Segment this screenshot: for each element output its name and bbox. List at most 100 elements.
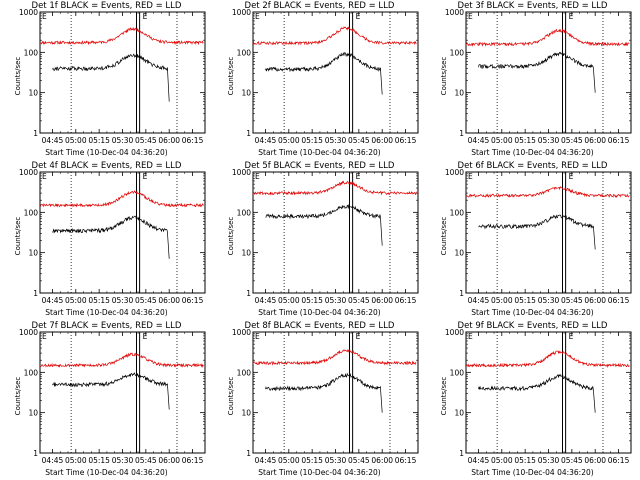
x-tick-label: 05:30 (112, 456, 134, 465)
events-series-line (478, 51, 596, 93)
flag-label-right: E (143, 172, 148, 181)
y-tick-label: 1000 (232, 328, 251, 337)
events-series-line (52, 372, 170, 410)
plot-frame (39, 331, 206, 454)
x-tick-label: 05:00 (65, 296, 87, 305)
panel-plot: 1 10 100 1000 04:45 05:00 05:15 05:30 05:45 06:00… (232, 168, 419, 305)
events-series-line (265, 204, 383, 246)
y-tick-label: 1 (246, 289, 251, 298)
x-tick-label: 05:45 (561, 456, 583, 465)
x-tick-label: 06:00 (371, 136, 393, 145)
panel-title: Det 3f BLACK = Events, RED = LLD (457, 1, 608, 11)
x-tick-label: 05:45 (561, 296, 583, 305)
x-tick-label: 05:15 (514, 456, 536, 465)
x-tick-label: 06:15 (608, 456, 630, 465)
panel-plot: 1 10 100 1000 04:45 05:00 05:15 05:30 05:45 06:00… (19, 8, 206, 145)
panel-plot: 1 10 100 1000 04:45 05:00 05:15 05:30 05:45 06:00… (445, 8, 632, 145)
x-tick-label: 05:45 (135, 456, 157, 465)
events-series-line (478, 214, 596, 250)
detector-panel-5: Det 5f BLACK = Events, RED = LLD 1 10 100 10… (213, 160, 426, 320)
flag-label-left: E (468, 332, 473, 341)
plot-frame (252, 171, 419, 294)
x-tick-label: 06:15 (608, 296, 630, 305)
panel-title: Det 1f BLACK = Events, RED = LLD (31, 1, 182, 11)
plot-frame (465, 11, 632, 134)
x-tick-label: 05:15 (301, 296, 323, 305)
x-tick-label: 06:15 (395, 456, 417, 465)
x-tick-label: 05:00 (65, 456, 87, 465)
flag-label-right: E (356, 172, 361, 181)
y-tick-label: 10 (454, 409, 464, 418)
x-tick-label: 05:30 (325, 296, 347, 305)
flag-label-right: E (569, 172, 574, 181)
y-tick-label: 100 (24, 368, 39, 377)
flag-label-left: E (42, 172, 47, 181)
x-tick-label: 05:30 (325, 136, 347, 145)
y-tick-label: 100 (450, 208, 465, 217)
events-series-line (478, 373, 596, 413)
x-tick-label: 05:45 (348, 296, 370, 305)
y-tick-label: 10 (28, 249, 38, 258)
plot-frame (39, 171, 206, 294)
plot-frame (252, 331, 419, 454)
lld-series-line (252, 348, 417, 366)
panel-plot: 1 10 100 1000 04:45 05:00 05:15 05:30 05:45 06:00… (232, 8, 419, 145)
x-tick-label: 05:15 (301, 136, 323, 145)
events-series-line (52, 215, 170, 259)
x-tick-label: 04:45 (468, 456, 490, 465)
x-tick-label: 06:00 (158, 456, 180, 465)
panel-title: Det 2f BLACK = Events, RED = LLD (244, 1, 395, 11)
y-axis-label: Counts/sec (14, 56, 22, 96)
panel-title: Det 8f BLACK = Events, RED = LLD (244, 321, 395, 331)
x-axis-label: Start Time (10-Dec-04 04:36:20) (258, 468, 381, 477)
flag-label-right: E (143, 332, 148, 341)
x-axis-label: Start Time (10-Dec-04 04:36:20) (45, 468, 168, 477)
x-tick-label: 05:30 (325, 456, 347, 465)
x-tick-label: 06:00 (158, 136, 180, 145)
x-tick-label: 04:45 (468, 136, 490, 145)
x-tick-label: 05:00 (278, 456, 300, 465)
lld-series-line (465, 28, 630, 47)
flag-label-left: E (255, 332, 260, 341)
y-axis-label: Counts/sec (14, 376, 22, 416)
x-tick-label: 06:15 (182, 296, 204, 305)
y-axis-label: Counts/sec (440, 56, 448, 96)
y-tick-label: 1 (246, 129, 251, 138)
y-tick-label: 10 (28, 89, 38, 98)
panel-title: Det 5f BLACK = Events, RED = LLD (244, 161, 395, 171)
detector-panel-2: Det 2f BLACK = Events, RED = LLD 1 10 100 10… (213, 0, 426, 160)
x-tick-label: 04:45 (255, 456, 277, 465)
flag-label-left: E (42, 332, 47, 341)
y-tick-label: 100 (450, 48, 465, 57)
lld-series-line (39, 352, 204, 368)
x-tick-label: 05:30 (538, 136, 560, 145)
panel-title: Det 4f BLACK = Events, RED = LLD (31, 161, 182, 171)
panel-plot: 1 10 100 1000 04:45 05:00 05:15 05:30 05:45 06:00… (19, 328, 206, 465)
panel-plot: 1 10 100 1000 04:45 05:00 05:15 05:30 05:45 06:00… (445, 328, 632, 465)
x-axis-label: Start Time (10-Dec-04 04:36:20) (258, 308, 381, 317)
panel-plot: 1 10 100 1000 04:45 05:00 05:15 05:30 05:45 06:00… (445, 168, 632, 305)
y-tick-label: 1 (246, 449, 251, 458)
y-tick-label: 100 (24, 48, 39, 57)
x-tick-label: 05:30 (112, 136, 134, 145)
x-tick-label: 05:15 (514, 136, 536, 145)
flag-label-left: E (255, 12, 260, 21)
y-tick-label: 100 (24, 208, 39, 217)
y-tick-label: 10 (28, 409, 38, 418)
y-tick-label: 1 (33, 129, 38, 138)
y-tick-label: 1000 (19, 168, 38, 177)
x-tick-label: 04:45 (255, 136, 277, 145)
y-tick-label: 1000 (232, 168, 251, 177)
x-tick-label: 06:00 (584, 296, 606, 305)
detector-panel-8: Det 8f BLACK = Events, RED = LLD 1 10 100 10… (213, 320, 426, 480)
flag-label-right: E (569, 332, 574, 341)
x-tick-label: 05:00 (491, 296, 513, 305)
x-tick-label: 05:45 (135, 296, 157, 305)
y-tick-label: 10 (454, 249, 464, 258)
x-axis-label: Start Time (10-Dec-04 04:36:20) (471, 468, 594, 477)
x-tick-label: 04:45 (255, 296, 277, 305)
flag-label-right: E (569, 12, 574, 21)
x-tick-label: 06:00 (584, 456, 606, 465)
x-tick-label: 05:00 (278, 136, 300, 145)
y-tick-label: 1000 (19, 8, 38, 17)
